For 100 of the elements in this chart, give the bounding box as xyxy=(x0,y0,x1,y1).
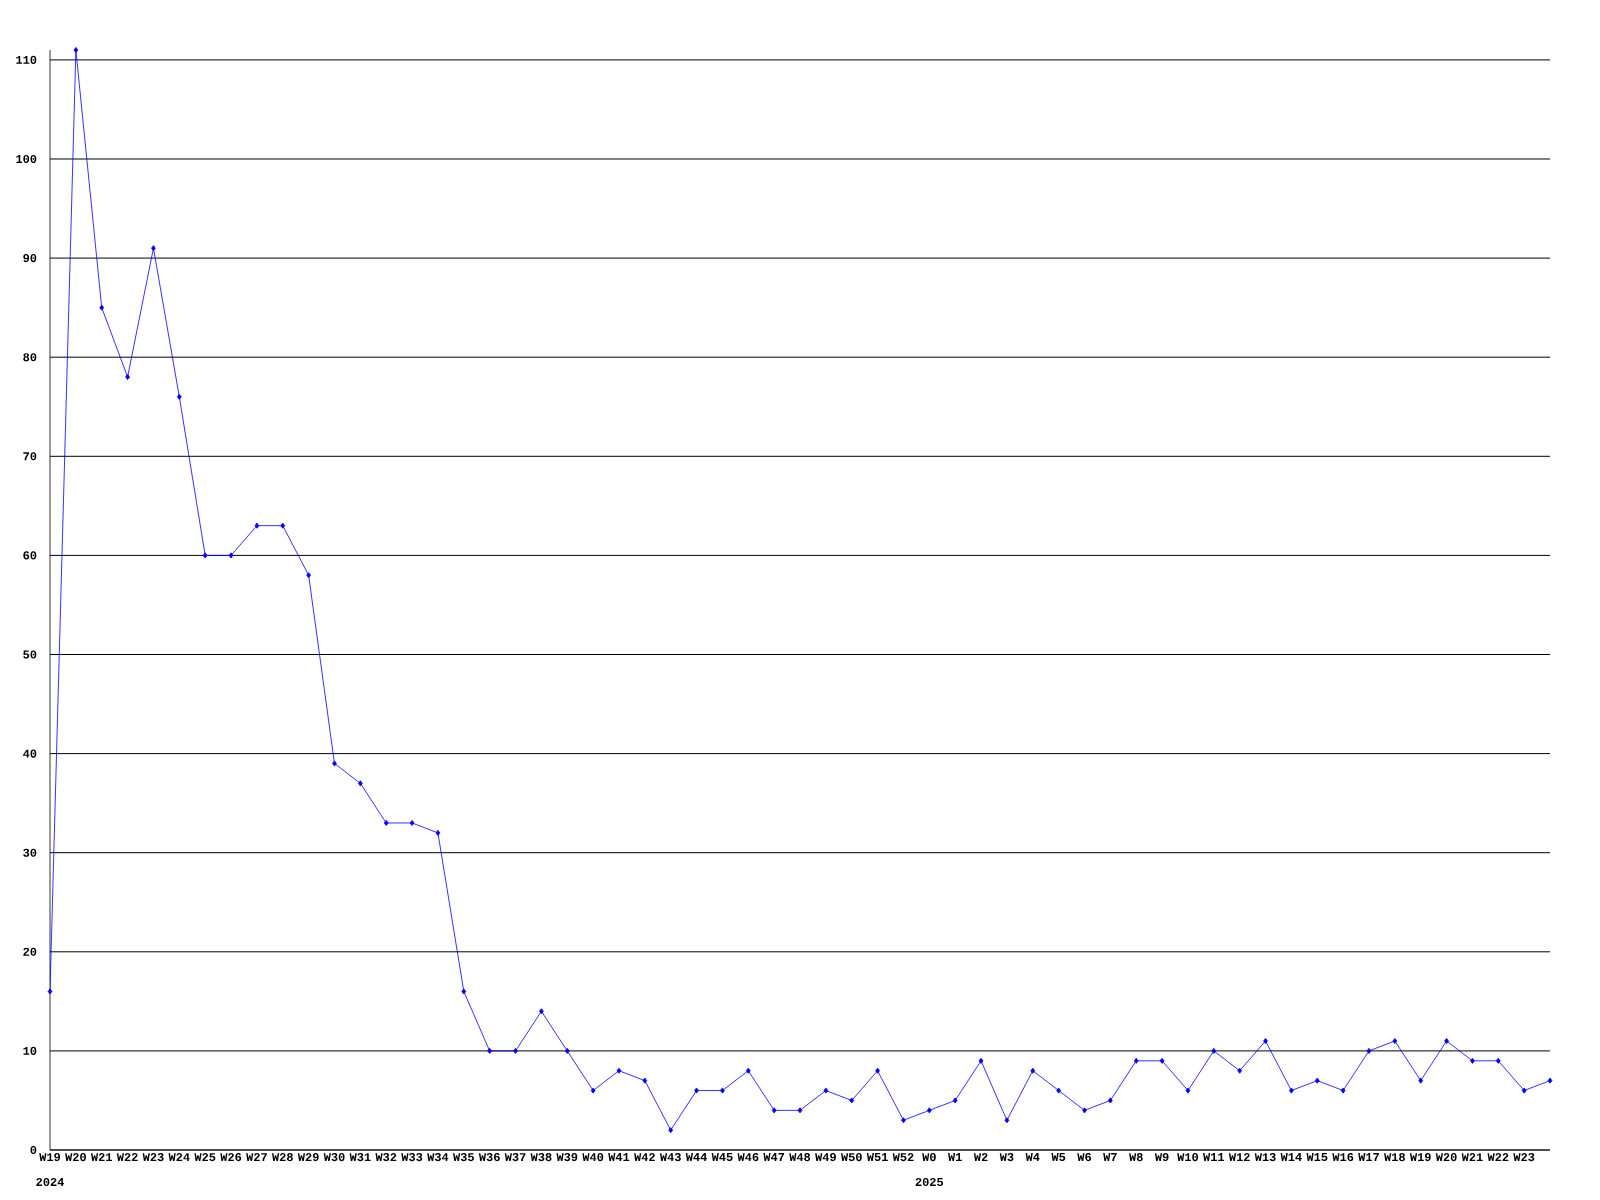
point xyxy=(176,393,182,400)
point xyxy=(668,1127,674,1134)
x-tick-label: W2 xyxy=(973,1153,988,1162)
point xyxy=(1030,1067,1036,1074)
point xyxy=(1082,1107,1087,1114)
x-tick-label: W43 xyxy=(659,1153,681,1162)
point xyxy=(1495,1057,1501,1064)
x-tick-label: W38 xyxy=(530,1153,552,1162)
point xyxy=(151,245,156,252)
x-tick-label: W23 xyxy=(1513,1153,1535,1162)
x-tick-label: W51 xyxy=(866,1153,888,1162)
point xyxy=(383,819,389,826)
x-tick-label: W20 xyxy=(65,1153,86,1162)
x-tick-label: W13 xyxy=(1254,1153,1276,1162)
point xyxy=(849,1097,855,1104)
y-tick-label: 110 xyxy=(16,55,37,64)
point xyxy=(797,1107,803,1114)
point xyxy=(513,1047,518,1054)
point xyxy=(487,1047,492,1054)
point xyxy=(1418,1077,1424,1084)
x-tick-label: W10 xyxy=(1177,1153,1199,1162)
x-tick-label: W15 xyxy=(1306,1153,1328,1162)
x-tick-label: W18 xyxy=(1384,1153,1405,1162)
y-tick-label: 60 xyxy=(23,551,37,560)
point xyxy=(1366,1047,1372,1054)
x-tick-label: W47 xyxy=(763,1153,785,1161)
point xyxy=(952,1097,958,1104)
point xyxy=(99,304,105,311)
x-tick-label: W23 xyxy=(142,1153,164,1162)
x-tick-label: W32 xyxy=(375,1153,397,1162)
x-tick-label: W41 xyxy=(608,1153,630,1161)
x-tick-label: W27 xyxy=(246,1153,267,1162)
point xyxy=(1108,1097,1113,1104)
x-tick-label: W5 xyxy=(1051,1153,1066,1162)
x-tick-label: W19 xyxy=(39,1153,61,1162)
x-tick-label: W3 xyxy=(999,1153,1014,1162)
x-tick-label: W14 xyxy=(1280,1153,1302,1161)
x-tick-label: W36 xyxy=(478,1153,500,1162)
point xyxy=(1185,1087,1191,1094)
x-tick-label: W31 xyxy=(349,1153,371,1162)
point xyxy=(1211,1047,1217,1054)
point xyxy=(1263,1038,1268,1044)
point xyxy=(1470,1057,1475,1064)
point xyxy=(254,522,260,529)
y-tick-label: 70 xyxy=(23,452,37,461)
y-tick-label: 100 xyxy=(16,154,37,164)
point xyxy=(539,1008,544,1015)
point xyxy=(642,1077,648,1084)
x-tick-label: W30 xyxy=(323,1153,345,1162)
point xyxy=(1444,1038,1449,1044)
x-tick-label: W11 xyxy=(1203,1153,1225,1161)
x-tick-label: W48 xyxy=(789,1153,811,1162)
point xyxy=(306,572,311,579)
point xyxy=(823,1087,829,1094)
x-tick-label: W0 xyxy=(922,1153,936,1162)
x-tick-label: W16 xyxy=(1332,1153,1354,1162)
x-tick-label: W1 xyxy=(948,1153,962,1161)
point xyxy=(1521,1087,1527,1094)
y-tick-label: 0 xyxy=(30,1145,37,1155)
point xyxy=(1340,1087,1346,1094)
x-tick-label: W40 xyxy=(582,1153,604,1162)
point xyxy=(332,760,337,767)
point xyxy=(720,1087,725,1094)
x-tick-label: W28 xyxy=(272,1153,293,1162)
x-tick-label: W20 xyxy=(1435,1153,1457,1162)
x-tick-label: W17 xyxy=(1358,1153,1379,1161)
point xyxy=(125,374,130,381)
y-tick-label: 20 xyxy=(23,947,37,956)
x-tick-label: W4 xyxy=(1025,1153,1040,1161)
point xyxy=(1314,1077,1320,1084)
point xyxy=(461,988,467,995)
point xyxy=(590,1087,596,1094)
x-tick-label: W22 xyxy=(116,1153,138,1162)
x-tick-label: W45 xyxy=(711,1153,733,1162)
y-tick-label: 10 xyxy=(23,1046,37,1055)
point xyxy=(564,1047,570,1054)
point xyxy=(280,522,286,529)
x-tick-label: W8 xyxy=(1129,1153,1143,1162)
x-tick-label: W7 xyxy=(1103,1153,1117,1161)
x-tick-label: W25 xyxy=(194,1153,216,1162)
y-tick-label: 30 xyxy=(23,848,37,857)
point xyxy=(694,1087,699,1094)
x-tick-label: W39 xyxy=(556,1153,578,1162)
x-tick-label: W24 xyxy=(168,1153,190,1162)
point xyxy=(1133,1057,1139,1064)
x-tick-label: W50 xyxy=(840,1153,862,1162)
x-tick-label: W12 xyxy=(1228,1153,1250,1162)
x-tick-label: W37 xyxy=(504,1153,526,1162)
point xyxy=(73,46,79,53)
point xyxy=(1237,1067,1242,1074)
x-tick-label: W29 xyxy=(297,1153,319,1162)
text: 2024 xyxy=(36,1177,64,1187)
point xyxy=(875,1067,880,1074)
x-tick-label: W52 xyxy=(892,1153,914,1162)
y-tick-label: 50 xyxy=(23,650,37,659)
x-tick-label: W42 xyxy=(634,1153,655,1162)
y-tick-label: 40 xyxy=(23,749,37,758)
y-tick-label: 90 xyxy=(23,254,37,263)
x-tick-label: W9 xyxy=(1154,1153,1169,1162)
x-tick-label: W35 xyxy=(453,1153,474,1162)
